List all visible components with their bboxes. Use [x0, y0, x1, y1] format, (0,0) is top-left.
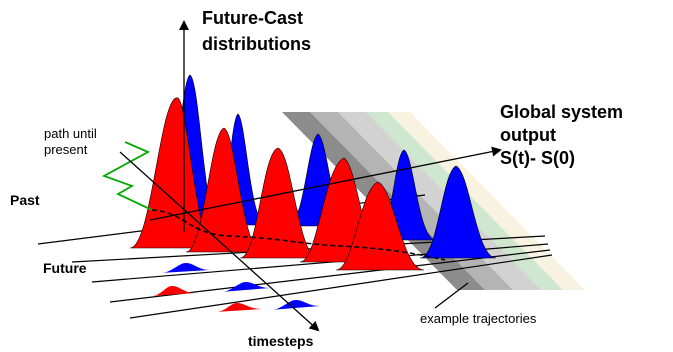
- path-until-present-label-line2: present: [44, 142, 88, 157]
- future-label: Future: [43, 260, 87, 276]
- small-blue-3: [270, 300, 320, 310]
- path-until-present-label: path until: [44, 126, 97, 141]
- timesteps-label: timesteps: [248, 333, 314, 349]
- future-cast-title: Future-Cast: [202, 8, 303, 28]
- past-label: Past: [10, 192, 40, 208]
- path-until-present: [101, 141, 153, 211]
- axes: [119, 20, 502, 332]
- red-dist-3: [239, 147, 319, 259]
- small-red-2: [215, 303, 262, 312]
- small-distributions: [150, 263, 320, 312]
- baseline-5: [129, 254, 553, 319]
- dashed-mean-path: [151, 209, 446, 261]
- red-dist-5: [335, 181, 425, 271]
- global-output-formula: S(t)- S(0): [500, 148, 575, 168]
- global-output-label-line2: output: [500, 125, 556, 145]
- example-trajectories-pointer: [434, 282, 469, 309]
- blue-dist-5: [419, 165, 497, 259]
- global-output-label: Global system: [500, 102, 623, 122]
- output-axis-arrow: [149, 146, 502, 221]
- example-trajectories-label: example trajectories: [420, 311, 537, 326]
- small-blue-2: [220, 282, 270, 292]
- red-dist-2: [185, 127, 263, 253]
- timesteps-arrow: [119, 151, 320, 332]
- small-blue-1: [160, 263, 210, 273]
- future-cast-title-line2: distributions: [202, 34, 311, 54]
- band-light: [338, 112, 541, 290]
- small-red-1: [150, 286, 195, 296]
